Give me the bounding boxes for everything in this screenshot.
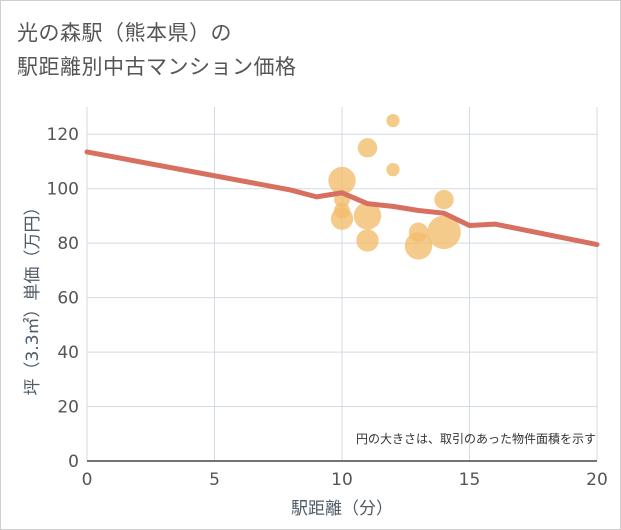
y-tick-label: 120	[47, 125, 79, 145]
x-tick-label: 0	[82, 470, 93, 490]
x-axis-ticks: 0 5 10 15 20	[82, 470, 608, 490]
bubble-point	[330, 207, 354, 230]
y-tick-label: 60	[57, 289, 79, 309]
bubble-size-note: 円の大きさは、取引のあった物件面積を示す	[356, 431, 596, 446]
x-tick-label: 15	[459, 470, 481, 490]
bubble-point	[357, 138, 378, 158]
bubble-point	[328, 166, 356, 195]
bubble-point	[404, 232, 433, 260]
bubble-point	[356, 229, 379, 252]
y-tick-label: 80	[57, 234, 79, 254]
grid-lines	[86, 107, 598, 462]
bubble-point	[434, 189, 454, 210]
trend-line	[84, 149, 600, 248]
bubble-point	[386, 163, 400, 177]
bubble-point	[386, 113, 400, 128]
x-axis-title: 駅距離（分）	[291, 499, 393, 519]
bubble-point	[427, 215, 461, 250]
y-axis-title: 坪（3.3㎡）単価（万円）	[23, 198, 43, 395]
bubble-point	[353, 202, 382, 230]
chart-title-line-2: 駅距離別中古マンション価格	[17, 55, 297, 79]
x-tick-label: 10	[331, 470, 353, 490]
y-axis-ticks: 0 20 40 60 80 100 120	[47, 125, 79, 472]
chart-title: 光の森駅（熊本県）の 駅距離別中古マンション価格	[17, 16, 297, 84]
y-tick-label: 0	[68, 452, 79, 472]
trend-series	[84, 149, 600, 248]
y-tick-label: 100	[47, 180, 79, 200]
bubble-series	[328, 113, 461, 260]
y-tick-label: 20	[57, 398, 79, 418]
x-tick-label: 20	[586, 470, 608, 490]
y-tick-label: 40	[57, 343, 79, 363]
x-tick-label: 5	[209, 470, 220, 490]
chart-title-line-1: 光の森駅（熊本県）の	[17, 21, 232, 45]
